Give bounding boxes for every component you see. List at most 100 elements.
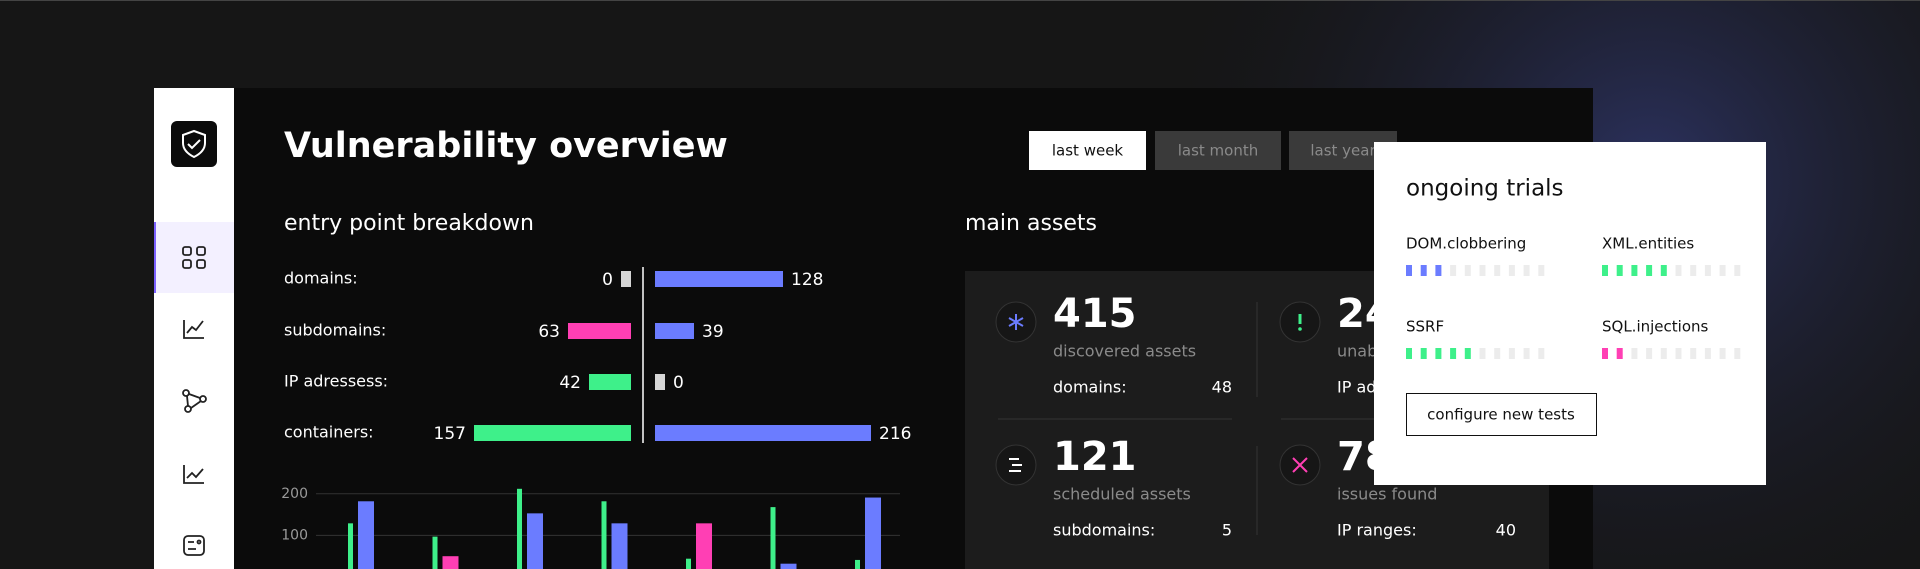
progress-dot bbox=[1435, 348, 1442, 359]
bar bbox=[855, 559, 860, 569]
nav-analytics[interactable] bbox=[183, 465, 204, 484]
nav-dashboard[interactable] bbox=[182, 246, 206, 269]
bar-value: 128 bbox=[791, 270, 823, 290]
section-title: entry point breakdown bbox=[284, 211, 534, 236]
progress-dot bbox=[1523, 348, 1530, 359]
y-tick-label: 100 bbox=[281, 527, 308, 543]
nav-settings[interactable] bbox=[183, 535, 205, 556]
progress-dot bbox=[1406, 265, 1412, 276]
nav-trends[interactable] bbox=[183, 320, 204, 339]
progress-dot bbox=[1508, 348, 1515, 359]
stat-label: domains: bbox=[1053, 378, 1127, 397]
progress-dot bbox=[1420, 348, 1427, 359]
stat-value: 48 bbox=[1212, 378, 1232, 397]
progress-dot bbox=[1523, 265, 1530, 276]
bar bbox=[589, 374, 631, 390]
row-label: IP adressess: bbox=[284, 372, 388, 391]
progress-dot bbox=[1479, 265, 1486, 276]
bar-value: 0 bbox=[673, 373, 684, 393]
progress-dot bbox=[1631, 348, 1638, 359]
progress-dot bbox=[1660, 348, 1667, 359]
progress-dot bbox=[1690, 348, 1697, 359]
filter-label[interactable]: last month bbox=[1178, 142, 1259, 160]
bar-value: 157 bbox=[434, 424, 466, 444]
progress-dot bbox=[1704, 348, 1711, 359]
progress-dot bbox=[1464, 348, 1471, 359]
filter-label[interactable]: last year bbox=[1310, 142, 1376, 160]
bar bbox=[517, 488, 522, 569]
bar bbox=[686, 558, 691, 569]
trial-progress bbox=[1602, 348, 1741, 359]
progress-dot bbox=[1616, 348, 1623, 359]
stat-label: subdomains: bbox=[1053, 521, 1155, 540]
bar-value: 216 bbox=[879, 424, 911, 444]
filter-button[interactable] bbox=[1155, 131, 1281, 170]
progress-dot bbox=[1538, 265, 1545, 276]
configure-button-label[interactable]: configure new tests bbox=[1427, 406, 1575, 424]
configure-button[interactable] bbox=[1406, 393, 1597, 436]
bar bbox=[358, 501, 374, 569]
logo[interactable] bbox=[171, 121, 217, 167]
asset-label: issues found bbox=[1337, 485, 1437, 504]
trial-progress bbox=[1406, 348, 1545, 359]
progress-dot bbox=[1616, 265, 1623, 276]
trial-name: DOM.clobbering bbox=[1406, 235, 1526, 253]
filter-label[interactable]: last week bbox=[1052, 142, 1124, 160]
bar bbox=[655, 271, 783, 287]
nav-graph[interactable] bbox=[182, 389, 207, 413]
row-label: subdomains: bbox=[284, 321, 386, 340]
progress-dot bbox=[1675, 348, 1682, 359]
popup-title: ongoing trials bbox=[1406, 176, 1564, 202]
bar bbox=[432, 536, 438, 569]
stat-value: 5 bbox=[1222, 521, 1232, 540]
progress-dot bbox=[1660, 265, 1667, 276]
stat-value: 40 bbox=[1496, 521, 1516, 540]
progress-dot bbox=[1538, 348, 1545, 359]
progress-dot bbox=[1602, 348, 1608, 359]
logo-shield bbox=[182, 129, 206, 159]
bar bbox=[568, 323, 631, 339]
progress-dot bbox=[1508, 265, 1515, 276]
progress-dot bbox=[1719, 265, 1726, 276]
progress-dot bbox=[1602, 265, 1608, 276]
bar-value: 63 bbox=[538, 322, 560, 342]
icon-dot bbox=[1298, 327, 1302, 331]
bar bbox=[655, 323, 694, 339]
bar bbox=[348, 523, 353, 569]
progress-dot bbox=[1479, 348, 1486, 359]
nav-active-marker bbox=[154, 222, 156, 293]
trial-progress bbox=[1406, 265, 1545, 276]
y-tick-label: 200 bbox=[281, 486, 308, 502]
progress-dot bbox=[1494, 348, 1501, 359]
nav-active bbox=[154, 222, 234, 293]
progress-dot bbox=[1734, 265, 1741, 276]
stat-label: IP ranges: bbox=[1337, 521, 1417, 540]
asset-count: 415 bbox=[1053, 291, 1137, 337]
progress-dot bbox=[1464, 265, 1471, 276]
trial-progress bbox=[1602, 265, 1741, 276]
progress-dot bbox=[1646, 265, 1653, 276]
progress-dot bbox=[1494, 265, 1501, 276]
icon-cross bbox=[1292, 457, 1308, 473]
progress-dot bbox=[1719, 348, 1726, 359]
filter-button[interactable] bbox=[1029, 131, 1146, 170]
content: last week last month last year domains: 0 128… bbox=[281, 131, 1516, 569]
progress-dot bbox=[1675, 265, 1682, 276]
progress-dot bbox=[1631, 265, 1638, 276]
icon-lines bbox=[1009, 458, 1022, 472]
bar bbox=[696, 523, 712, 569]
row-label: domains: bbox=[284, 269, 358, 288]
asset-label: scheduled assets bbox=[1053, 485, 1191, 504]
bar bbox=[601, 501, 607, 569]
bar bbox=[611, 523, 628, 569]
popup-content: DOM.clobbering XML.entities SSRF SQL.inject… bbox=[1406, 235, 1741, 359]
bar bbox=[527, 513, 543, 569]
section-title: main assets bbox=[965, 211, 1097, 236]
progress-dot bbox=[1646, 348, 1653, 359]
bar-value: 0 bbox=[602, 270, 613, 290]
bar bbox=[865, 497, 881, 569]
row-label: containers: bbox=[284, 423, 374, 442]
asset-label: discovered assets bbox=[1053, 342, 1196, 361]
